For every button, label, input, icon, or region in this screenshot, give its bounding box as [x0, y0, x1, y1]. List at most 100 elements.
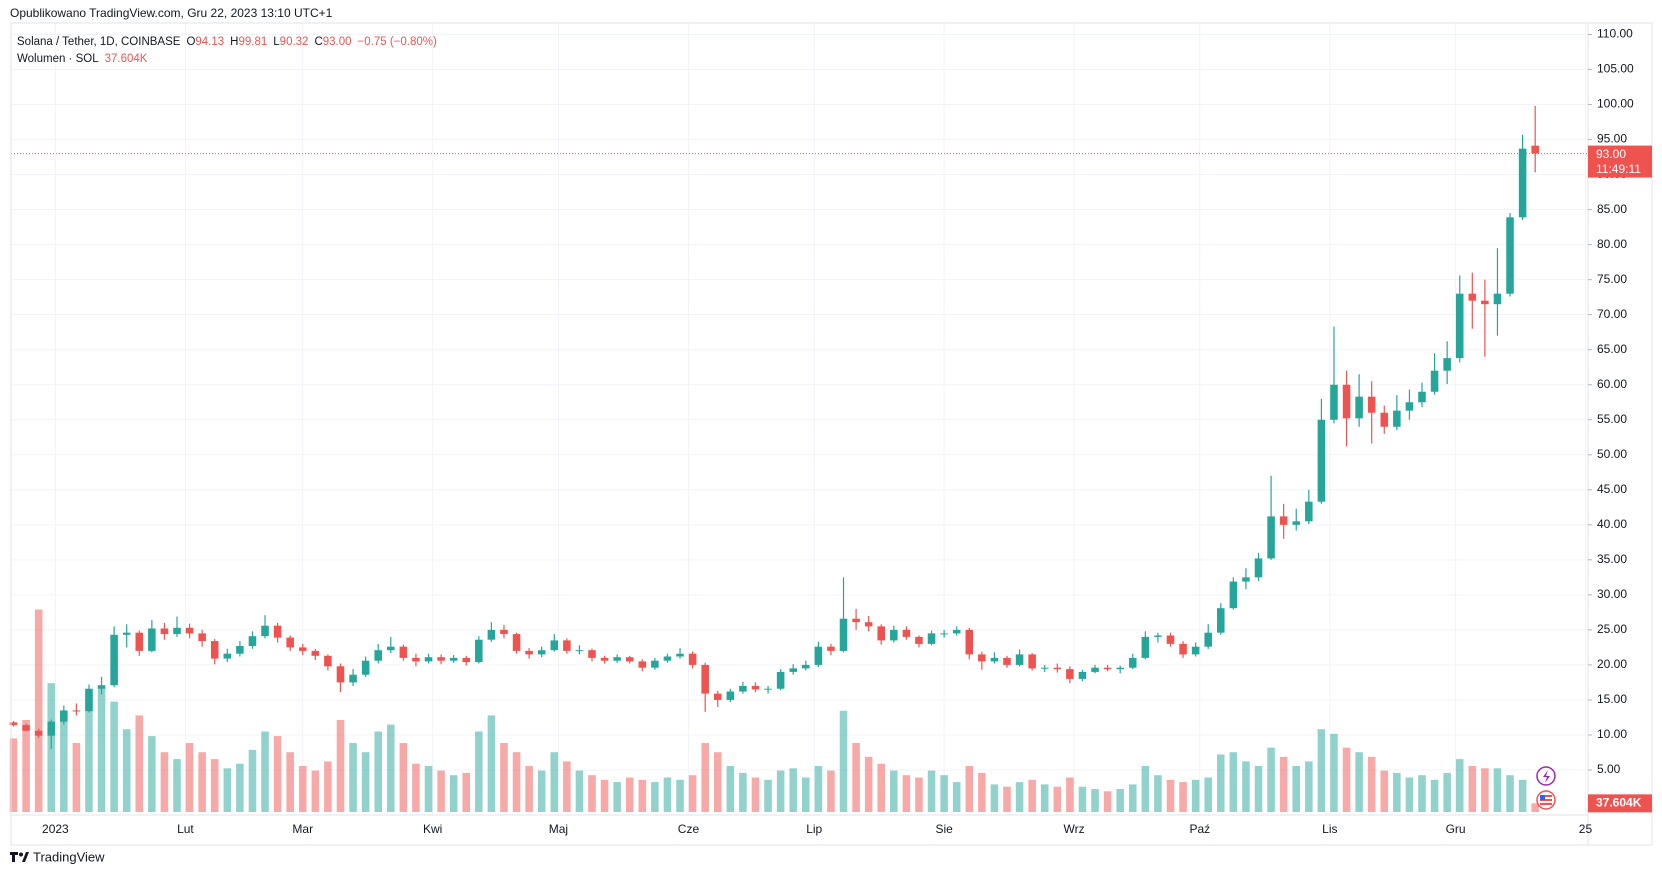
volume-bar	[827, 770, 835, 812]
candle-body	[726, 691, 735, 700]
volume-bar	[525, 766, 533, 812]
volume-bar	[1166, 779, 1175, 812]
volume-bar	[34, 609, 43, 812]
candle-body	[286, 637, 294, 648]
candle-body	[1066, 669, 1074, 679]
volume-bar	[1116, 789, 1124, 812]
candle-body	[839, 618, 848, 651]
x-tick-label: Mar	[292, 822, 313, 836]
candle-body	[764, 688, 772, 690]
volume-bar	[726, 766, 735, 812]
volume-bar	[1103, 791, 1112, 812]
candle-body	[1430, 370, 1439, 392]
volume-bar	[361, 752, 370, 812]
candle-body	[1355, 396, 1363, 419]
y-tick-label: 80.00	[1597, 237, 1627, 251]
candle-body	[1292, 521, 1301, 525]
candle-body	[462, 657, 471, 663]
x-tick-label: Sie	[935, 822, 953, 836]
candle-body	[802, 664, 810, 669]
candle-body	[1367, 396, 1376, 413]
candle-body	[789, 668, 797, 672]
volume-bar	[1066, 777, 1074, 812]
candle-body	[1103, 667, 1112, 670]
ohlc-label: O	[186, 36, 195, 48]
ohlc-value: 90.32	[280, 36, 309, 48]
y-tick-label: 85.00	[1597, 202, 1627, 216]
candle-body	[437, 657, 445, 661]
candle-body	[550, 640, 559, 651]
candle-body	[1053, 667, 1062, 670]
candle-body	[349, 674, 357, 683]
volume-bar	[990, 784, 999, 812]
volume-bar	[575, 770, 584, 812]
candle-body	[751, 685, 760, 690]
y-tick-label: 55.00	[1597, 412, 1627, 426]
brand-logo	[10, 852, 29, 862]
candle-body	[85, 688, 93, 712]
volume-bar	[449, 775, 458, 812]
candle-body	[22, 725, 30, 731]
candle-body	[387, 646, 395, 651]
volume-bar	[965, 766, 974, 812]
candle-body	[1040, 667, 1049, 669]
volume-bar	[1154, 775, 1162, 812]
volume-bar	[336, 720, 345, 812]
candle-body	[1242, 577, 1250, 582]
candle-body	[1481, 300, 1489, 305]
volume-bar	[663, 777, 672, 812]
candle-body	[990, 657, 999, 662]
volume-bar	[1217, 754, 1225, 812]
volume-bar	[1305, 761, 1313, 812]
candle-body	[952, 629, 961, 634]
y-tick-label: 70.00	[1597, 307, 1627, 321]
candle-body	[877, 626, 886, 641]
candle-body	[324, 655, 332, 667]
candle-body	[298, 647, 307, 651]
y-tick-label: 15.00	[1597, 692, 1627, 706]
flag-icon[interactable]	[1536, 790, 1556, 810]
volume-bar	[236, 763, 244, 812]
candle-body	[625, 657, 634, 662]
volume-bar	[72, 743, 81, 812]
volume-bar	[1430, 779, 1439, 812]
volume-bar	[1040, 784, 1049, 812]
volume-bar	[1204, 777, 1212, 812]
volume-bar	[210, 759, 219, 812]
volume-bar	[122, 729, 131, 812]
candle-body	[1317, 419, 1326, 502]
volume-bar	[1091, 789, 1099, 812]
candle-body	[47, 721, 56, 736]
volume-bar	[311, 770, 320, 812]
volume-bar	[776, 770, 785, 812]
candle-body	[588, 650, 596, 658]
candle-body	[965, 629, 974, 655]
chart-frame	[10, 22, 1653, 846]
candle-body	[361, 660, 370, 675]
volume-bar	[978, 772, 986, 812]
x-tick-label: Gru	[1446, 822, 1466, 836]
candle-body	[1506, 217, 1514, 294]
candle-body	[1217, 608, 1225, 633]
candle-body	[776, 671, 785, 689]
volume-bar	[1393, 772, 1401, 812]
candle-body	[688, 653, 697, 665]
volume-bar	[1015, 782, 1024, 812]
candle-body	[575, 650, 584, 652]
candle-body	[525, 650, 533, 655]
candle-body	[1493, 293, 1502, 305]
volume-bar	[135, 715, 144, 812]
candle-body	[1380, 412, 1389, 427]
candle-body	[72, 710, 81, 712]
candle-body	[814, 646, 823, 665]
volume-bar	[500, 743, 508, 812]
candle-body	[311, 650, 320, 656]
candle-body	[537, 650, 546, 655]
candle-body	[563, 640, 571, 651]
volume-bar	[475, 731, 483, 812]
volume-bar	[1053, 786, 1062, 812]
volume-bar	[97, 687, 106, 812]
volume-bar	[940, 775, 948, 812]
alert-icon[interactable]	[1536, 766, 1556, 786]
